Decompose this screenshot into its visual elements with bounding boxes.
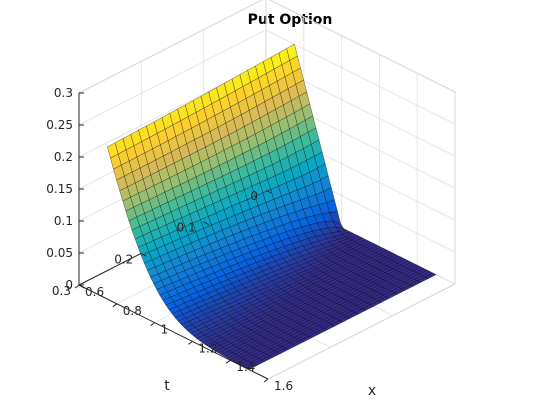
y-tick [203,221,209,226]
y-axis-label: t [164,378,170,394]
x-tick [188,340,193,345]
y-tick [265,189,272,194]
z-tick-label: 0.05 [46,246,73,260]
x-tick-label: 1.2 [198,341,217,355]
z-tick-label: 0 [65,278,73,292]
axis-ticks: 00.050.10.150.20.250.30.60.811.21.41.600… [46,86,293,393]
z-tick-label: 0.3 [54,86,73,100]
x-tick [225,359,231,364]
grid-line [265,29,456,125]
x-tick-label: 0.6 [85,285,104,299]
y-tick [141,252,147,257]
x-tick-label: 1.6 [274,379,293,393]
y-tick [78,284,85,289]
z-tick-label: 0.25 [46,118,73,132]
x-tick-label: 1.4 [236,360,255,374]
x-tick [74,284,80,289]
z-tick-label: 0.15 [46,182,73,196]
x-axis-label: x [368,383,376,399]
y-tick-label: 0.1 [177,221,196,235]
axis-line [267,283,456,380]
x-tick-label: 1 [161,323,169,337]
chart-title: Put Option [248,12,333,28]
x-tick [112,303,118,308]
z-tick-label: 0.2 [54,150,73,164]
x-tick [150,322,155,327]
x-tick [263,378,269,383]
grid-line [78,29,267,126]
axis-line [78,284,269,380]
y-tick-label: 0.3 [52,284,71,298]
box-edge [268,0,456,93]
y-tick-label: 0.2 [114,252,133,266]
y-tick-label: 0 [250,189,258,203]
surface-plot [107,43,437,370]
surface-patch [245,363,258,370]
z-tick-label: 0.1 [54,214,73,228]
box-edge [78,0,264,94]
x-tick-label: 0.8 [123,304,142,318]
